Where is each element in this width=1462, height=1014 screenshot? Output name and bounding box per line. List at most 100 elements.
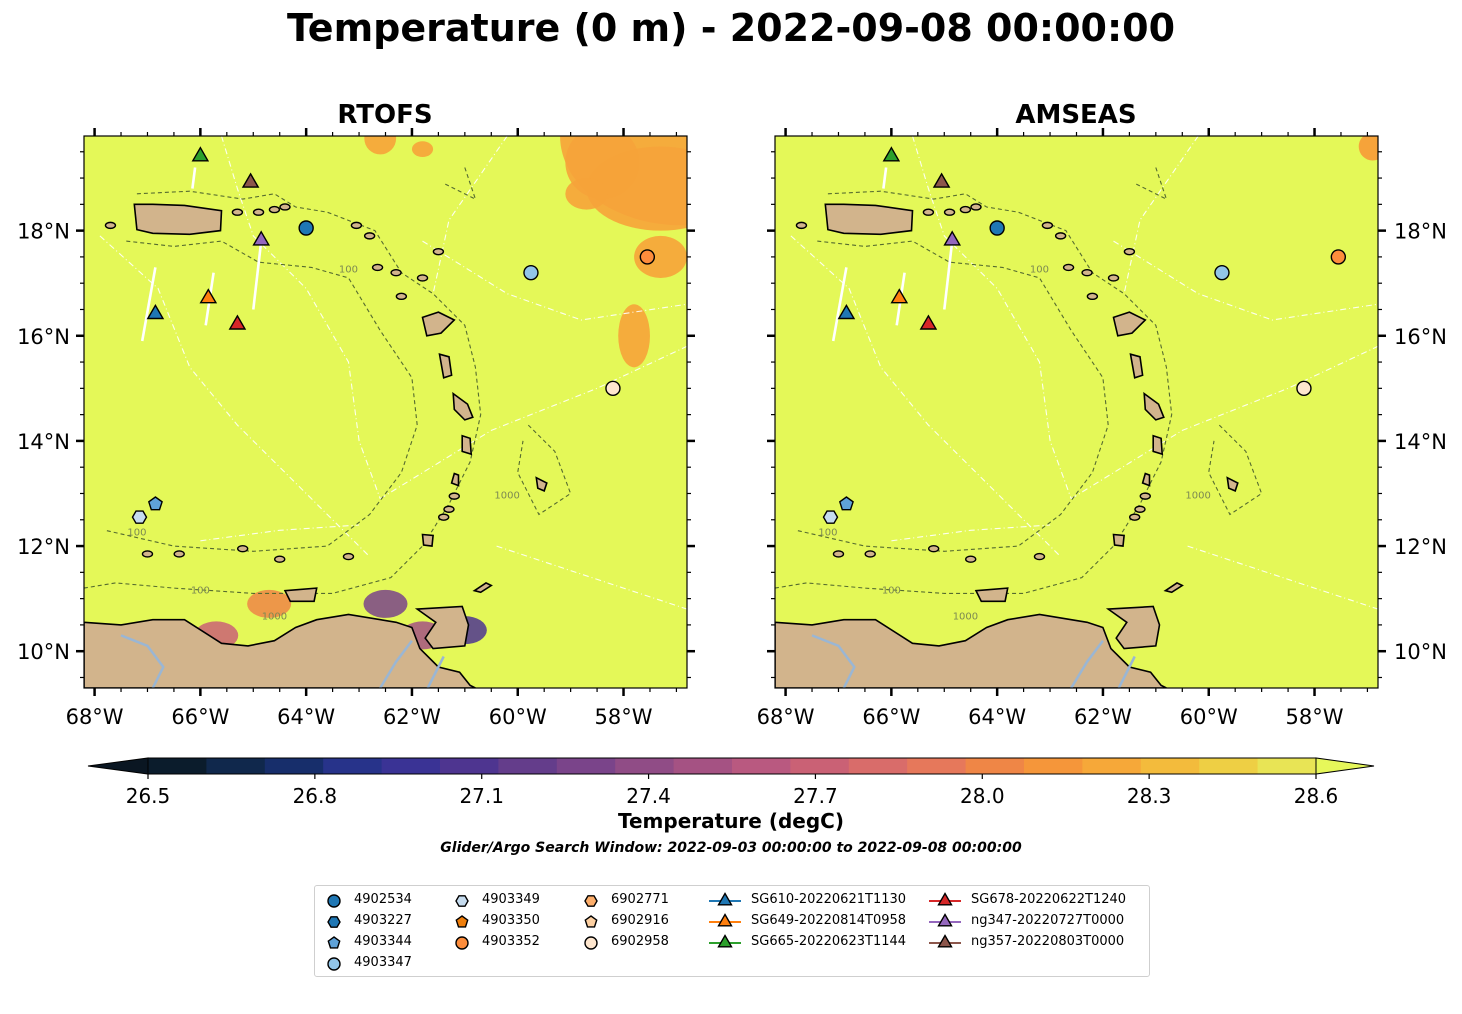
colorbar-tick-label: 26.5 [126,784,171,808]
island [104,221,117,230]
y-tick-label: 10°N [17,640,70,664]
obs-4903347-marker[interactable] [1214,264,1230,281]
obs-SG649-20220814T0958-marker[interactable] [890,288,909,304]
legend-4902534-marker[interactable] [327,894,341,908]
island [1054,232,1067,240]
obs-ng347-20220727T0000-marker[interactable] [252,230,271,246]
colorbar-segment [848,758,908,774]
obs-6902958-marker[interactable] [1296,380,1312,397]
glider-track [831,267,848,342]
eez-boundary [200,524,360,542]
glider-track [943,240,954,310]
legend-SG610-20220621T1130-marker[interactable] [717,892,733,906]
legend-4903349-marker[interactable] [455,895,469,907]
island [350,221,363,230]
obs-4903344-marker[interactable] [147,496,163,511]
land-mass [1141,472,1151,487]
island [342,552,355,561]
island [390,268,402,277]
island [832,550,845,558]
legend-4903352-marker[interactable] [455,936,469,950]
land-mass [1152,434,1164,456]
obs-SG678-20220622T1240-marker[interactable] [919,314,938,330]
colorbar-extend-high [1315,757,1375,775]
legend-label: 6902916 [611,913,669,928]
bathymetry-contour [1208,424,1263,516]
legend-6902916-marker[interactable] [584,915,598,928]
river [811,634,856,688]
obs-ng357-20220803T0000-marker[interactable] [932,172,951,188]
colorbar-frame [147,757,1317,775]
obs-SG665-20220623T1144-marker[interactable] [882,146,901,162]
legend-SG678-20220622T1240-marker[interactable] [937,892,953,906]
legend-label: 4903349 [482,892,540,907]
coastal-anomaly [363,589,408,618]
obs-SG649-20220814T0958-marker[interactable] [199,288,218,304]
island [443,505,455,513]
obs-SG665-20220623T1144-marker[interactable] [191,146,210,162]
contour-label: 100 [1030,265,1049,276]
rtofs-map[interactable]: 100 1000 100 100 1000 68°W 66°W 64°W 62°W 60°W 58°… [17,47,803,729]
obs-4903347-marker[interactable] [523,264,539,281]
legend-ng347-20220727T0000-marker[interactable] [937,913,953,927]
obs-SG610-20220621T1130-marker[interactable] [837,304,856,320]
island [1123,247,1136,256]
legend-label: SG665-20220623T1144 [751,934,907,949]
island [141,550,154,558]
colorbar-segment [907,758,967,774]
colorbar-segment [1257,758,1317,774]
obs-ng357-20220803T0000-marker[interactable] [241,172,260,188]
legend-label: 4903350 [482,913,540,928]
x-tick-label: 64°W [968,705,1026,729]
obs-ng347-20220727T0000-marker[interactable] [943,230,962,246]
amseas-map[interactable]: 100 1000 100 100 1000 68°W 66°W 64°W 62°W 60°W 58°… [733,128,1447,729]
obs-6902958-marker[interactable] [605,380,621,397]
island [274,555,286,563]
colorbar-segment [615,758,675,774]
eez-boundary [432,136,508,294]
legend-SG665-20220623T1144-marker[interactable] [717,934,733,948]
land-mass [824,203,914,236]
eez-boundary [496,545,687,610]
obs-4902534-marker[interactable] [989,220,1005,236]
legend-6902771-marker[interactable] [584,895,598,907]
obs-4903352-marker[interactable] [639,249,656,265]
land-mass [1163,581,1184,594]
x-tick-label: 58°W [595,705,653,729]
legend-label: 4903347 [354,955,412,970]
legend-4903227-marker[interactable] [327,916,341,928]
island [432,247,445,256]
colorbar-tick-label: 28.0 [960,784,1005,808]
colorbar-segment [732,758,791,774]
obs-SG610-20220621T1130-marker[interactable] [146,304,165,320]
obs-4902534-marker[interactable] [298,220,314,236]
island [1128,513,1141,521]
land-mass [472,581,493,594]
obs-4903352-marker[interactable] [1330,249,1347,265]
warm-sst-patch [565,178,608,210]
obs-4903349-marker[interactable] [131,510,148,524]
island [922,208,935,216]
land-mass [1129,353,1144,379]
eez-boundary [790,235,1061,557]
obs-SG678-20220622T1240-marker[interactable] [228,314,247,330]
obs-4903349-marker[interactable] [822,510,839,524]
legend-4903344-marker[interactable] [327,936,341,949]
eez-boundary [1123,136,1199,294]
island [1134,505,1146,513]
legend-4903350-marker[interactable] [455,915,469,928]
island [416,274,429,282]
island [1139,492,1151,500]
legend-SG649-20220814T0958-marker[interactable] [717,913,733,927]
x-tick-label: 62°W [1074,705,1132,729]
obs-4903344-marker[interactable] [838,496,854,511]
glider-track [252,240,263,310]
legend-6902958-marker[interactable] [584,936,598,950]
glider-track [140,267,157,342]
legend-4903347-marker[interactable] [327,957,341,971]
bathymetry-contour [1134,167,1168,201]
legend-ng357-20220803T0000-marker[interactable] [937,934,953,948]
island [943,208,956,216]
land-mass [1112,311,1147,337]
island [1081,268,1093,277]
